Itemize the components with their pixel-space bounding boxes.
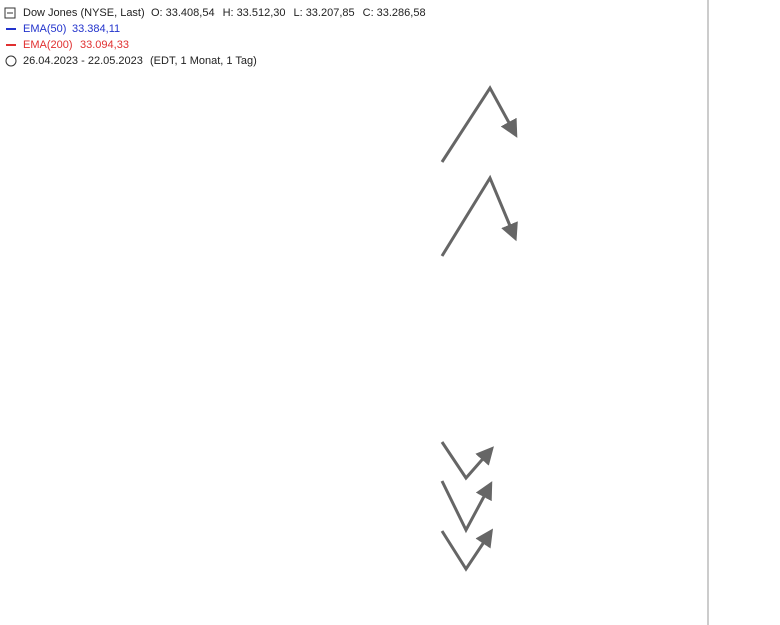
legend-bg (0, 3, 258, 69)
legend-entry: EMA(200) (23, 39, 73, 51)
legend-icon (5, 55, 17, 67)
legend: Dow Jones (NYSE, Last) O: 33.408,54 H: 33.5… (0, 3, 426, 69)
arrow (440, 441, 494, 481)
legend-icon (4, 7, 16, 19)
ohlc-value: 33.207,85 (306, 7, 355, 19)
legend-ohlc: O: 33.408,54 H: 33.512,30 L: 33.207,85 C: 33.28… (151, 7, 426, 19)
date-range: 26.04.2023 - 22.05.2023 (23, 55, 143, 67)
arrows (440, 85, 518, 572)
legend-value: 33.094,33 (80, 39, 129, 51)
ohlc-key: L: (294, 7, 303, 19)
legend-value: 33.384,11 (72, 23, 120, 35)
ohlc-key: C: (363, 7, 374, 19)
arrow (440, 480, 493, 534)
arrow (440, 528, 493, 572)
ohlc-value: 33.512,30 (237, 7, 286, 19)
arrow (440, 174, 518, 257)
ohlc-key: H: (223, 7, 234, 19)
ohlc-key: O: (151, 7, 163, 19)
legend-title: Dow Jones (NYSE, Last) (23, 7, 145, 19)
legend-entry: EMA(50) (23, 23, 66, 35)
ohlc-value: 33.286,58 (377, 7, 426, 19)
arrow (440, 85, 518, 163)
interval: (EDT, 1 Monat, 1 Tag) (150, 55, 257, 67)
ohlc-value: 33.408,54 (166, 7, 215, 19)
